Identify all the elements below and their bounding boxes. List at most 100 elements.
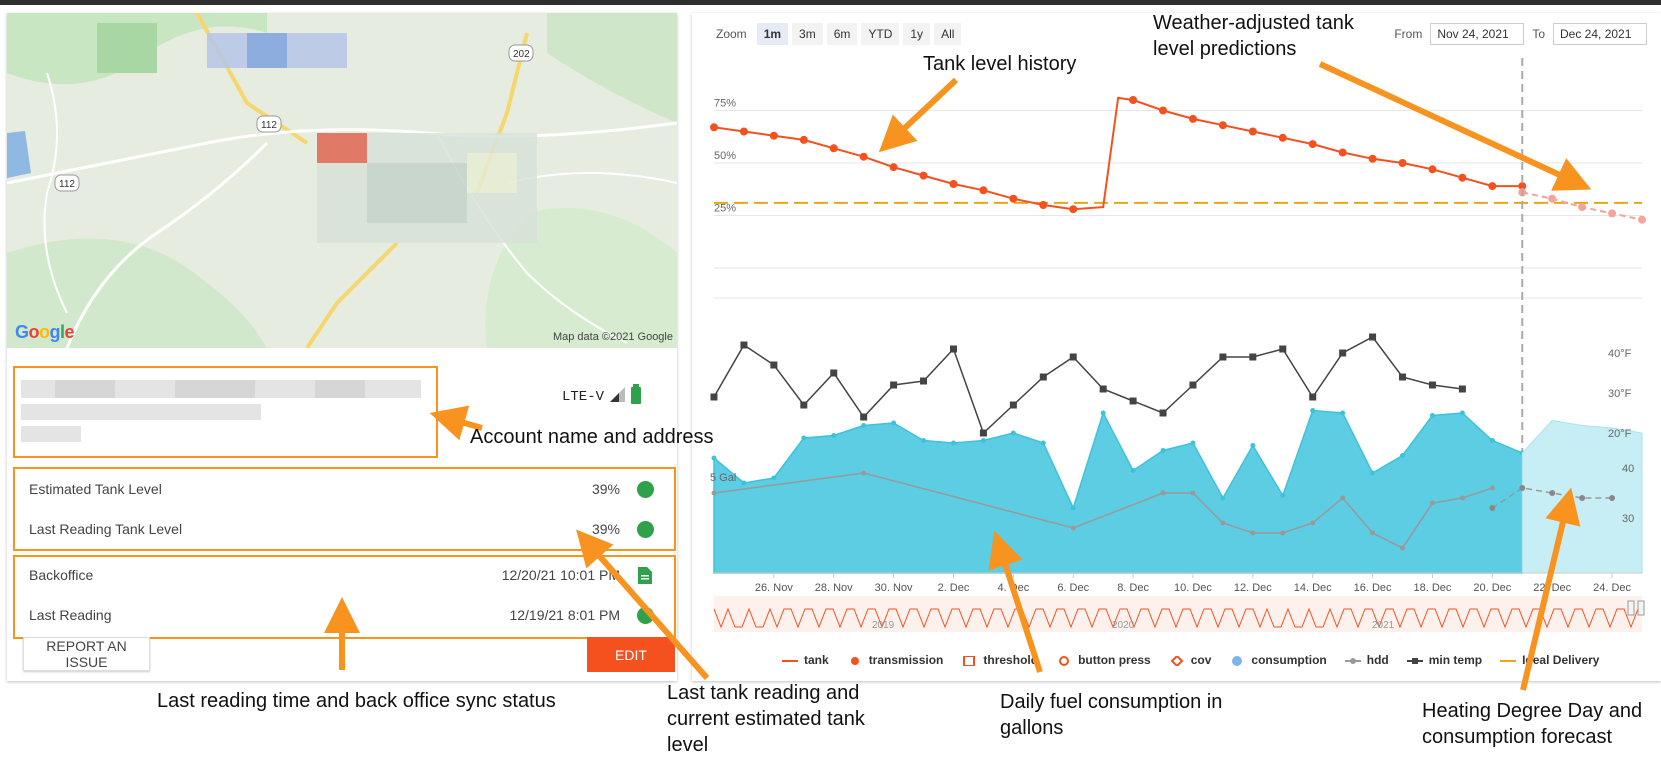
legend-item-min-temp[interactable]: min temp <box>1406 653 1482 667</box>
tank-forecast-point <box>1608 209 1617 218</box>
min-temp-point <box>1099 385 1107 393</box>
hdd-point <box>1489 485 1495 491</box>
min-temp-point <box>1249 353 1257 361</box>
consumption-point <box>801 435 807 441</box>
tank-point <box>1428 165 1437 174</box>
last-reading-level-label: Last Reading Tank Level <box>29 521 183 537</box>
zoom-ytd-button[interactable]: YTD <box>861 23 900 45</box>
last-reading-label: Last Reading <box>29 607 112 623</box>
tank-forecast-point <box>1548 194 1557 203</box>
legend-item-button-press[interactable]: button press <box>1056 653 1151 667</box>
min-temp-point <box>949 345 957 353</box>
status-ok-icon <box>637 607 654 624</box>
hdd-point <box>1250 530 1256 536</box>
zoom-label: Zoom <box>716 27 747 41</box>
annotation-sync-status: Last reading time and back office sync s… <box>157 690 556 712</box>
zoom-all-button[interactable]: All <box>934 23 962 45</box>
tank-point <box>1308 140 1317 149</box>
y-tick-label: 50% <box>714 150 736 162</box>
legend-item-transmission[interactable]: transmission <box>847 653 943 667</box>
consumption-point <box>1010 430 1016 436</box>
tank-point <box>979 186 988 195</box>
backoffice-row: Backoffice 12/20/21 10:01 PM <box>29 567 662 587</box>
tank-point <box>1188 114 1197 123</box>
tank-point <box>859 152 868 161</box>
zoom-1y-button[interactable]: 1y <box>903 23 931 45</box>
network-status: LTE-V <box>562 384 642 409</box>
min-temp-point <box>1069 353 1077 361</box>
min-temp-point <box>1039 373 1047 381</box>
hdd-point <box>1160 490 1166 496</box>
chart-legend: tank transmission threshold button press… <box>782 653 1600 668</box>
x-tick-label: 28. Nov <box>815 582 853 594</box>
last-reading-level-value: 39% <box>591 521 620 537</box>
x-tick-label: 20. Dec <box>1473 582 1511 594</box>
account-info-box <box>13 366 438 458</box>
map-road-label: 112 <box>59 179 75 190</box>
consumption-point <box>1459 410 1465 416</box>
tank-chart-card: Zoom 1m 3m 6m YTD 1y All From To 75% 50% 2… <box>692 13 1661 681</box>
battery-icon <box>630 384 642 409</box>
report-issue-button[interactable]: REPORT AN ISSUE <box>23 637 150 671</box>
to-date-input[interactable] <box>1553 23 1647 45</box>
legend-item-consumption[interactable]: consumption <box>1229 653 1327 667</box>
tank-point <box>1488 182 1497 191</box>
tank-point <box>1458 173 1467 182</box>
x-tick-label: 22. Dec <box>1533 582 1571 594</box>
consumption-point <box>1100 410 1106 416</box>
tank-point <box>769 131 778 140</box>
from-date-input[interactable] <box>1430 23 1525 45</box>
consumption-point <box>1429 413 1435 418</box>
redacted-address <box>21 380 421 442</box>
min-temp-line <box>713 336 1463 435</box>
tank-point <box>1278 133 1287 142</box>
zoom-1m-button[interactable]: 1m <box>756 23 789 45</box>
last-reading-timestamp: 12/19/21 8:01 PM <box>509 607 620 623</box>
tank-point <box>1338 148 1347 157</box>
min-temp-point <box>1219 353 1227 361</box>
estimated-level-label: Estimated Tank Level <box>29 481 162 497</box>
hdd-point <box>711 490 717 496</box>
zoom-6m-button[interactable]: 6m <box>826 23 858 45</box>
hdd-point <box>1070 525 1076 531</box>
legend-item-tank[interactable]: tank <box>782 653 829 667</box>
min-temp-point <box>1339 349 1347 357</box>
network-label: LTE-V <box>562 388 605 405</box>
tank-history-chart[interactable]: 75% 50% 25% 5 Gal 40°F 30°F 20°F 40 30 26. Nov 28.… <box>692 13 1661 681</box>
x-tick-label: 18. Dec <box>1413 582 1451 594</box>
x-tick-label: 8. Dec <box>1117 582 1149 594</box>
hdd-forecast-line <box>1491 487 1613 509</box>
consumption-point <box>711 455 717 461</box>
hdd-y-tick: 40 <box>1622 463 1634 475</box>
consumption-point <box>771 475 777 481</box>
annotation-predictions: Weather-adjusted tank level predictions <box>1153 12 1354 60</box>
annotation-daily-consumption: Daily fuel consumption in gallons <box>1000 691 1223 739</box>
account-card: 202 112 112 Google Map data ©2021 Google <box>7 13 677 681</box>
min-temp-point <box>920 377 928 385</box>
google-logo: Google <box>15 322 75 342</box>
top-bar <box>0 0 1661 5</box>
consumption-point <box>831 433 837 438</box>
edit-button[interactable]: EDIT <box>587 637 675 672</box>
temp-y-tick: 20°F <box>1608 428 1632 440</box>
hdd-point <box>1400 545 1406 551</box>
min-temp-point <box>1159 409 1167 417</box>
consumption-point <box>980 438 986 443</box>
legend-item-hdd[interactable]: hdd <box>1344 653 1389 667</box>
status-ok-icon <box>637 481 654 498</box>
document-icon[interactable] <box>638 567 652 587</box>
consumption-point <box>741 480 747 486</box>
x-tick-label: 6. Dec <box>1057 582 1089 594</box>
last-reading-level-row: Last Reading Tank Level 39% <box>29 521 662 541</box>
min-temp-point <box>979 429 987 437</box>
legend-item-threshold[interactable]: threshold <box>961 653 1038 667</box>
x-tick-label: 12. Dec <box>1234 582 1272 594</box>
tank-forecast-point <box>1638 215 1646 224</box>
zoom-3m-button[interactable]: 3m <box>792 23 823 45</box>
navigator-year-label: 2021 <box>1372 620 1395 631</box>
location-map[interactable]: 202 112 112 Google Map data ©2021 Google <box>7 13 677 348</box>
legend-item-cov[interactable]: cov <box>1169 653 1211 668</box>
legend-item-ideal-delivery[interactable]: Ideal Delivery <box>1500 653 1600 667</box>
signal-strength-icon <box>608 385 626 408</box>
tank-point <box>1159 106 1168 115</box>
